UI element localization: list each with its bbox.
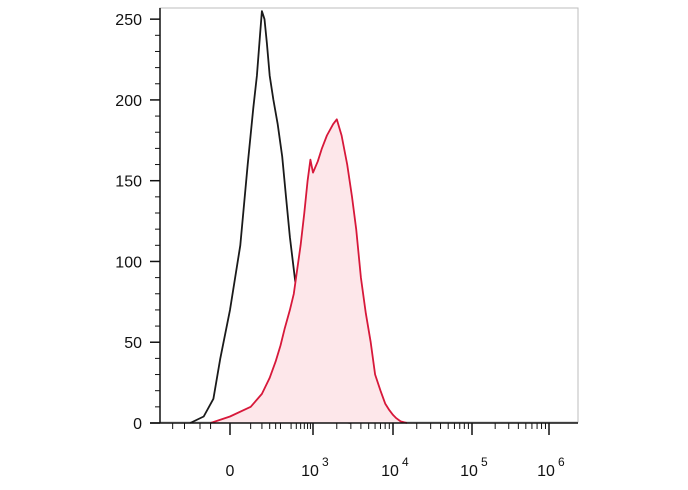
x-tick-label: 0 <box>226 463 235 480</box>
y-tick-label: 200 <box>115 93 142 110</box>
y-tick-label: 50 <box>124 335 142 352</box>
series-layer <box>189 10 408 424</box>
x-tick-exponent: 3 <box>322 455 329 469</box>
x-tick-exponent: 6 <box>558 455 565 469</box>
y-axis: 0 50 100 150 200 250 <box>115 12 160 433</box>
x-tick-exponent: 4 <box>402 455 409 469</box>
y-tick-label: 100 <box>115 254 142 271</box>
x-tick-label: 10 <box>301 463 319 480</box>
x-tick-exponent: 5 <box>481 455 488 469</box>
x-tick-label: 10 <box>537 463 555 480</box>
x-tick-label: 10 <box>381 463 399 480</box>
y-tick-label: 250 <box>115 12 142 29</box>
y-tick-label: 150 <box>115 174 142 191</box>
series-1-area <box>210 119 407 424</box>
series-1-line <box>210 118 408 424</box>
y-tick-label: 0 <box>133 416 142 433</box>
x-tick-label: 10 <box>460 463 478 480</box>
